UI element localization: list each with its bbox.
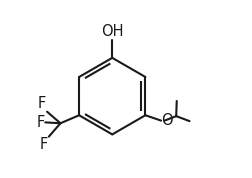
- Text: O: O: [161, 113, 173, 128]
- Text: F: F: [36, 115, 44, 130]
- Text: F: F: [38, 96, 46, 111]
- Text: F: F: [40, 137, 48, 152]
- Text: OH: OH: [101, 24, 123, 39]
